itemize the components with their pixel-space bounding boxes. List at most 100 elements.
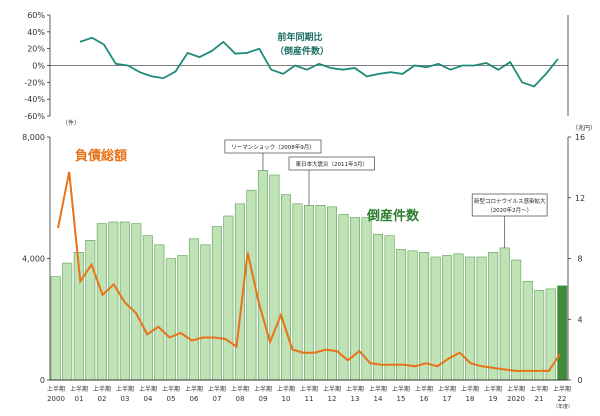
count-bar — [85, 240, 96, 381]
count-bar — [131, 223, 142, 381]
count-bar — [177, 255, 188, 381]
count-bar — [108, 221, 119, 381]
top-panel: 60% 40% 20% 0% -20% -40% -60% — [24, 11, 569, 121]
x-half-label: 上半期 — [162, 385, 180, 393]
x-half-label: 上半期 — [369, 385, 387, 393]
x-year-label: 18 — [466, 395, 475, 403]
x-half-label: 上半期 — [277, 385, 295, 393]
count-bar — [315, 205, 326, 381]
left-y-tick-label: 4,000 — [22, 255, 45, 264]
count-bar — [269, 174, 280, 381]
x-half-label: 上半期 — [484, 385, 502, 393]
x-half-label: 上半期 — [231, 385, 249, 393]
count-bar — [557, 285, 568, 381]
count-bar — [338, 214, 349, 381]
x-half-label: 上半期 — [47, 385, 65, 393]
x-half-label: 上半期 — [70, 385, 88, 393]
count-bar — [62, 262, 73, 381]
annotation-text: 新型コロナウイルス感染拡大 — [474, 197, 546, 205]
count-bar — [326, 206, 337, 381]
count-bar — [419, 252, 430, 381]
left-y-tick-label: 0 — [40, 376, 45, 385]
count-bar — [200, 244, 211, 381]
left-y-tick-label: 8,000 — [22, 133, 45, 142]
x-year-label: 03 — [121, 395, 130, 403]
x-year-label: 2000 — [47, 395, 65, 403]
top-y-tick-label: 20% — [27, 45, 45, 54]
x-year-label: 02 — [98, 395, 107, 403]
top-y-tick-label: 60% — [27, 11, 45, 20]
x-half-label: 上半期 — [300, 385, 318, 393]
x-half-label: 上半期 — [116, 385, 134, 393]
x-year-label: 19 — [489, 395, 498, 403]
annotation-box — [471, 193, 548, 217]
annotation-text: 東日本大震災（2011年3月） — [296, 160, 369, 168]
x-half-label: 上半期 — [461, 385, 479, 393]
annotation-box — [224, 139, 322, 154]
top-y-tick-label: -60% — [24, 112, 45, 121]
debt-label: 負債総額 — [75, 148, 127, 164]
count-bar — [499, 247, 510, 381]
count-bar — [384, 235, 395, 381]
count-bar — [165, 258, 176, 381]
x-year-label: 16 — [420, 395, 429, 403]
count-bar — [430, 256, 441, 381]
count-bar — [303, 205, 314, 381]
count-bar — [488, 252, 499, 381]
top-y-tick-label: 40% — [27, 28, 45, 37]
x-year-label: 07 — [213, 395, 222, 403]
x-year-label: 04 — [144, 395, 153, 403]
x-half-label: 上半期 — [392, 385, 410, 393]
count-bar — [476, 256, 487, 381]
x-year-label: 01 — [75, 395, 84, 403]
fiscal-year-note: （年度） — [553, 403, 573, 410]
debt-total-line — [57, 171, 561, 372]
annotation-text: リーマンショック（2008年9月） — [231, 143, 315, 151]
x-year-label: 17 — [443, 395, 452, 403]
right-y-tick-label: 4 — [577, 315, 582, 324]
x-half-label: 上半期 — [530, 385, 548, 393]
count-bar — [407, 250, 418, 381]
x-half-label: 上半期 — [346, 385, 364, 393]
count-bar — [522, 280, 533, 381]
right-axis-unit: （兆円） — [572, 124, 596, 132]
x-year-label: 10 — [282, 395, 291, 403]
count-bar — [396, 249, 407, 381]
top-y-tick-label: -40% — [24, 95, 45, 104]
annotation-box — [288, 156, 375, 171]
x-half-label: 上半期 — [507, 385, 525, 393]
left-axis-unit: （件） — [62, 119, 80, 127]
x-year-label: 06 — [190, 395, 199, 403]
x-half-label: 上半期 — [323, 385, 341, 393]
count-bar — [257, 170, 268, 381]
count-bar — [453, 253, 464, 381]
right-y-tick-label: 0 — [577, 376, 582, 385]
count-bar — [142, 235, 153, 381]
count-bar — [211, 226, 222, 381]
x-half-label: 上半期 — [208, 385, 226, 393]
x-half-label: 上半期 — [139, 385, 157, 393]
count-bar — [280, 194, 291, 381]
x-year-label: 11 — [305, 395, 314, 403]
right-y-tick-label: 8 — [577, 255, 582, 264]
count-label: 倒産件数 — [366, 208, 420, 224]
x-half-label: 上半期 — [415, 385, 433, 393]
x-year-label: 22 — [558, 395, 567, 403]
count-bar — [188, 238, 199, 381]
top-title-line1: 前年同期比 — [277, 31, 322, 43]
x-half-label: 上半期 — [93, 385, 111, 393]
count-bar — [372, 233, 383, 381]
x-year-label: 15 — [397, 395, 406, 403]
count-bar — [292, 203, 303, 381]
x-year-label: 05 — [167, 395, 176, 403]
x-year-label: 09 — [259, 395, 268, 403]
count-bar — [96, 223, 107, 381]
right-y-tick-label: 12 — [575, 194, 585, 203]
x-year-label: 13 — [351, 395, 360, 403]
x-year-label: 12 — [328, 395, 337, 403]
x-year-label: 21 — [535, 395, 544, 403]
count-bar — [50, 276, 61, 381]
yoy-change-line — [79, 36, 559, 88]
top-title-line2: （倒産件数） — [275, 45, 329, 57]
